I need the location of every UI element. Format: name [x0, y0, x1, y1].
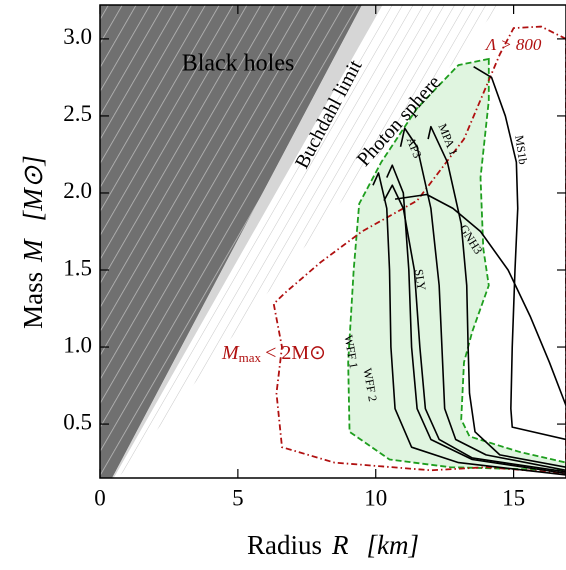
x-tick-label: 5 [232, 485, 244, 510]
y-label-text: Mass [18, 272, 48, 329]
y-tick-label: 2.5 [63, 101, 92, 126]
band-label: Mmax < 2M⊙ [221, 342, 326, 365]
x-tick-label: 0 [94, 485, 106, 510]
curve-label: SLY [412, 268, 429, 292]
eos-curve [386, 164, 566, 475]
eos-curve [473, 65, 566, 441]
eos-curve [372, 172, 566, 476]
x-label-text: Radius [247, 530, 322, 560]
x-axis-label: Radius R [km] [247, 530, 419, 560]
y-tick-label: 1.5 [63, 255, 92, 280]
curve-label: WFF 1 [341, 334, 361, 370]
x-label-symbol: R [331, 530, 349, 560]
band-label-part: M [221, 342, 240, 364]
y-tick-label: 3.0 [63, 24, 92, 49]
eos-curve [383, 184, 566, 473]
x-tick-label: 15 [502, 485, 525, 510]
constraint-band [347, 57, 566, 472]
band-label-part: < 2M⊙ [265, 342, 326, 364]
eos-curve [427, 125, 566, 469]
curve-label: MS1b [512, 134, 530, 165]
region [100, 5, 362, 478]
frame [99, 4, 566, 479]
region-label: Black holes [182, 51, 295, 77]
eos-curve [394, 193, 566, 406]
region [112, 5, 383, 478]
y-tick-label: 2.0 [63, 178, 92, 203]
band-label-part: max [239, 350, 262, 365]
y-tick-label: 0.5 [63, 409, 92, 434]
y-label-symbol: M [18, 238, 48, 263]
y-label-unit: [M⊙] [18, 155, 48, 221]
x-tick-label: 10 [364, 485, 387, 510]
constraint-band [272, 25, 566, 475]
curve-label: WFF 2 [360, 367, 380, 403]
y-tick-label: 1.0 [63, 332, 92, 357]
eos-curve [399, 127, 566, 472]
plot-area [100, 5, 566, 478]
region [113, 5, 500, 478]
y-axis-label: Mass M [M⊙] [18, 155, 48, 329]
band-label: Λ > 800 [484, 35, 542, 54]
x-label-unit: [km] [367, 530, 420, 560]
